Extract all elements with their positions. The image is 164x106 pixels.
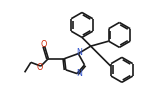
Text: N: N — [76, 69, 82, 78]
Text: O: O — [36, 63, 42, 72]
Text: N: N — [76, 48, 82, 57]
Text: O: O — [41, 40, 47, 49]
